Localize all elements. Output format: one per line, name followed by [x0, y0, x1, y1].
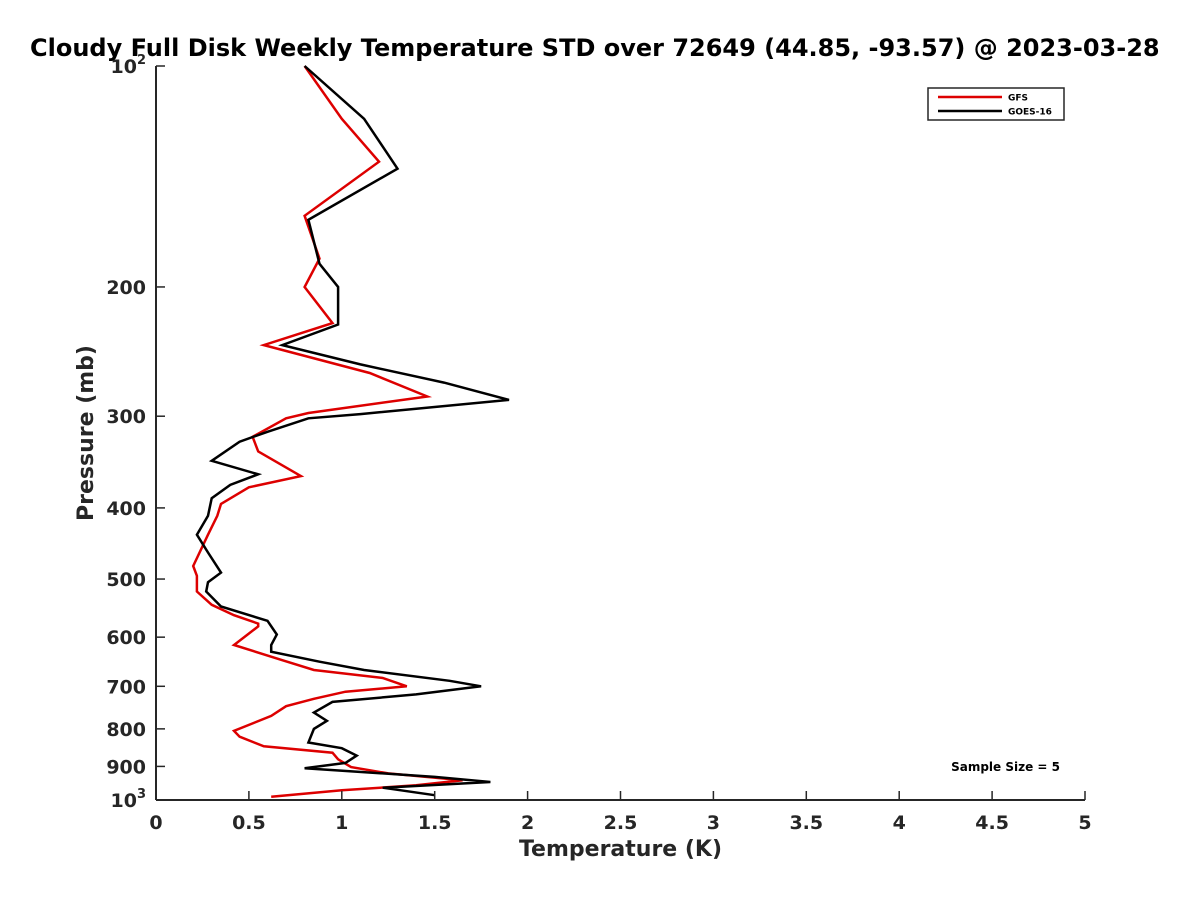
legend-label-goes-16: GOES-16 [1008, 108, 1052, 118]
y-tick-label: 103 [111, 787, 147, 812]
y-tick-label: 400 [106, 498, 146, 520]
series-line-goes-16 [195, 65, 510, 797]
y-tick-label: 900 [106, 756, 146, 778]
legend-box [927, 87, 1065, 121]
x-tick-label: 0.5 [232, 812, 266, 834]
x-tick-label: 1.5 [418, 812, 452, 834]
x-tick-label: 1 [335, 812, 348, 834]
x-tick-label: 2.5 [604, 812, 638, 834]
x-tick-label: 4 [893, 812, 906, 834]
axes [155, 66, 1085, 801]
legend-label-gfs: GFS [1008, 94, 1028, 104]
y-tick-label: 300 [106, 406, 146, 428]
x-tick-label: 3 [707, 812, 720, 834]
y-ticks: 102 200 300 400 500 600 700 800 900 103 [106, 53, 165, 812]
x-axis-label: Temperature (K) [519, 837, 722, 862]
x-tick-label: 4.5 [975, 812, 1009, 834]
x-tick-label: 2 [521, 812, 534, 834]
x-tick-label: 5 [1078, 812, 1091, 834]
series-line-gfs [191, 65, 463, 799]
x-tick-label: 3.5 [789, 812, 823, 834]
sample-size-note: Sample Size = 5 [951, 760, 1060, 774]
y-tick-label: 700 [106, 676, 146, 698]
y-tick-label: 102 [111, 53, 147, 78]
y-tick-label: 500 [106, 569, 146, 591]
legend: GFS GOES-16 [927, 87, 1065, 121]
x-ticks: 0 0.5 1 1.5 2 2.5 3 3.5 4 4.5 5 [149, 791, 1092, 834]
x-tick-label: 0 [149, 812, 162, 834]
chart-title: Cloudy Full Disk Weekly Temperature STD … [30, 34, 1160, 62]
y-tick-label: 800 [106, 719, 146, 741]
y-tick-label: 600 [106, 627, 146, 649]
y-tick-label: 200 [106, 277, 146, 299]
series-group [191, 65, 510, 799]
y-axis-label: Pressure (mb) [74, 345, 99, 521]
